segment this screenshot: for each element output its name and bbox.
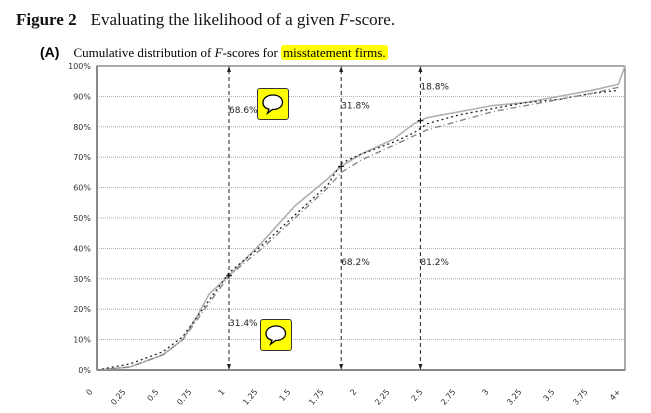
arrow-up-icon xyxy=(418,66,423,72)
x-tick-label: 1.75 xyxy=(307,388,325,407)
x-tick-label: 1 xyxy=(216,388,226,398)
x-tick-label: 4+ xyxy=(608,388,622,403)
marker-label-top: 18.8% xyxy=(420,82,449,92)
marker-label-bottom: 81.2% xyxy=(420,258,449,268)
y-tick-label: 70% xyxy=(73,153,91,162)
series-line-solid xyxy=(96,65,626,371)
series-line-dotted xyxy=(96,89,619,371)
marker-label-bottom: 31.4% xyxy=(229,319,258,329)
intersection-marker xyxy=(417,117,424,124)
intersection-marker xyxy=(226,272,232,279)
x-tick-label: 1.25 xyxy=(241,388,259,407)
y-tick-label: 30% xyxy=(73,275,91,284)
panel-title: (A) Cumulative distribution of F-scores f… xyxy=(40,44,388,60)
arrow-up-icon xyxy=(339,66,344,72)
x-tick-label: 0 xyxy=(84,388,94,398)
x-tick-label: 0.25 xyxy=(109,388,127,407)
x-tick-label: 0.5 xyxy=(145,388,160,404)
y-tick-label: 10% xyxy=(73,336,91,345)
x-tick-label: 1.5 xyxy=(277,388,292,404)
y-tick-label: 60% xyxy=(73,184,91,193)
x-tick-label: 2 xyxy=(348,388,358,398)
x-tick-label: 0.75 xyxy=(175,388,193,407)
marker-label-top: 31.8% xyxy=(341,102,370,112)
y-tick-label: 100% xyxy=(68,62,91,71)
arrow-down-icon xyxy=(418,364,423,370)
highlight: misstatement firms. xyxy=(281,45,388,60)
series-line-dashdot xyxy=(96,86,619,371)
marker-label-top: 68.6% xyxy=(229,106,258,116)
x-tick-label: 3.25 xyxy=(505,388,523,407)
x-tick-label: 3.75 xyxy=(571,388,589,407)
intersection-marker xyxy=(338,163,345,170)
comment-icon[interactable] xyxy=(257,88,289,120)
y-tick-label: 50% xyxy=(73,214,91,223)
arrow-up-icon xyxy=(227,66,231,72)
y-tick-label: 80% xyxy=(73,123,91,132)
x-tick-label: 3 xyxy=(480,388,490,398)
figure-title: Figure 2 Evaluating the likelihood of a g… xyxy=(16,10,396,29)
y-tick-label: 20% xyxy=(73,305,91,314)
x-tick-label: 2.25 xyxy=(373,388,391,407)
arrow-down-icon xyxy=(339,364,344,370)
y-tick-label: 90% xyxy=(73,92,91,101)
y-tick-label: 40% xyxy=(73,244,91,253)
marker-label-bottom: 68.2% xyxy=(341,258,370,268)
x-tick-label: 2.75 xyxy=(439,388,457,407)
y-tick-label: 0% xyxy=(78,366,91,375)
x-tick-label: 2.5 xyxy=(409,388,424,404)
arrow-down-icon xyxy=(227,364,231,370)
comment-icon[interactable] xyxy=(260,319,292,351)
x-tick-label: 3.5 xyxy=(541,388,556,404)
